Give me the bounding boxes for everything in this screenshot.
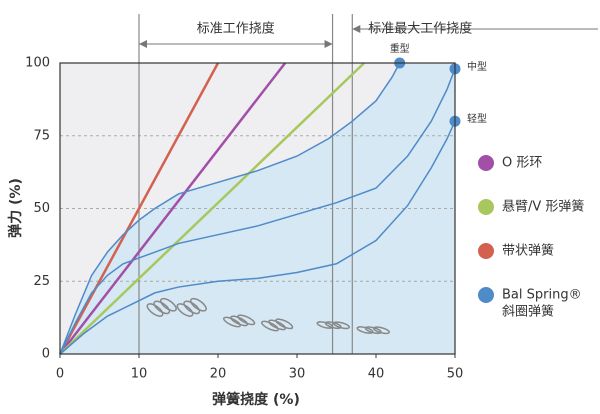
range-label: 标准工作挠度 (197, 21, 275, 37)
legend-marker (478, 243, 494, 259)
legend-marker (478, 155, 494, 171)
arrow-head (352, 25, 361, 33)
series-line (59, 62, 287, 355)
legend-label: 带状弹簧 (502, 243, 554, 259)
legend-marker (478, 199, 494, 215)
x-tick-label: 50 (447, 367, 464, 382)
plot-layer (60, 14, 455, 354)
plot-frame (59, 62, 456, 355)
spring-icons (146, 297, 390, 335)
legend-label: O 形环 (502, 156, 542, 171)
range-label: 标准最大工作挠度 (368, 21, 472, 37)
y-tick-label: 50 (33, 201, 50, 216)
y-tick-label: 25 (33, 274, 50, 289)
series-label: 轻型 (467, 112, 487, 125)
y-tick-label: 100 (25, 56, 50, 71)
legend-marker (478, 287, 494, 303)
series-label: 重型 (390, 42, 410, 55)
x-tick-label: 30 (289, 367, 306, 382)
x-tick-label: 20 (210, 367, 227, 382)
legend-label: 斜圈弹簧 (502, 304, 554, 320)
series-line (59, 62, 401, 355)
x-axis-label: 弹簧挠度 (%) (212, 391, 300, 408)
y-tick-label: 0 (42, 347, 50, 362)
y-axis-label: 弹力 (%) (7, 178, 24, 238)
series-line (59, 62, 366, 355)
series-line (59, 120, 456, 355)
legend-label: 悬臂/V 形弹簧 (502, 199, 584, 215)
x-tick-label: 0 (56, 367, 64, 382)
legend-label: Bal Spring® (502, 288, 582, 303)
x-tick-label: 40 (368, 367, 385, 382)
y-tick-label: 75 (33, 128, 50, 143)
series-line (58, 62, 220, 355)
x-tick-label: 10 (131, 367, 148, 382)
series-label: 中型 (467, 60, 487, 73)
series-line (59, 68, 456, 355)
